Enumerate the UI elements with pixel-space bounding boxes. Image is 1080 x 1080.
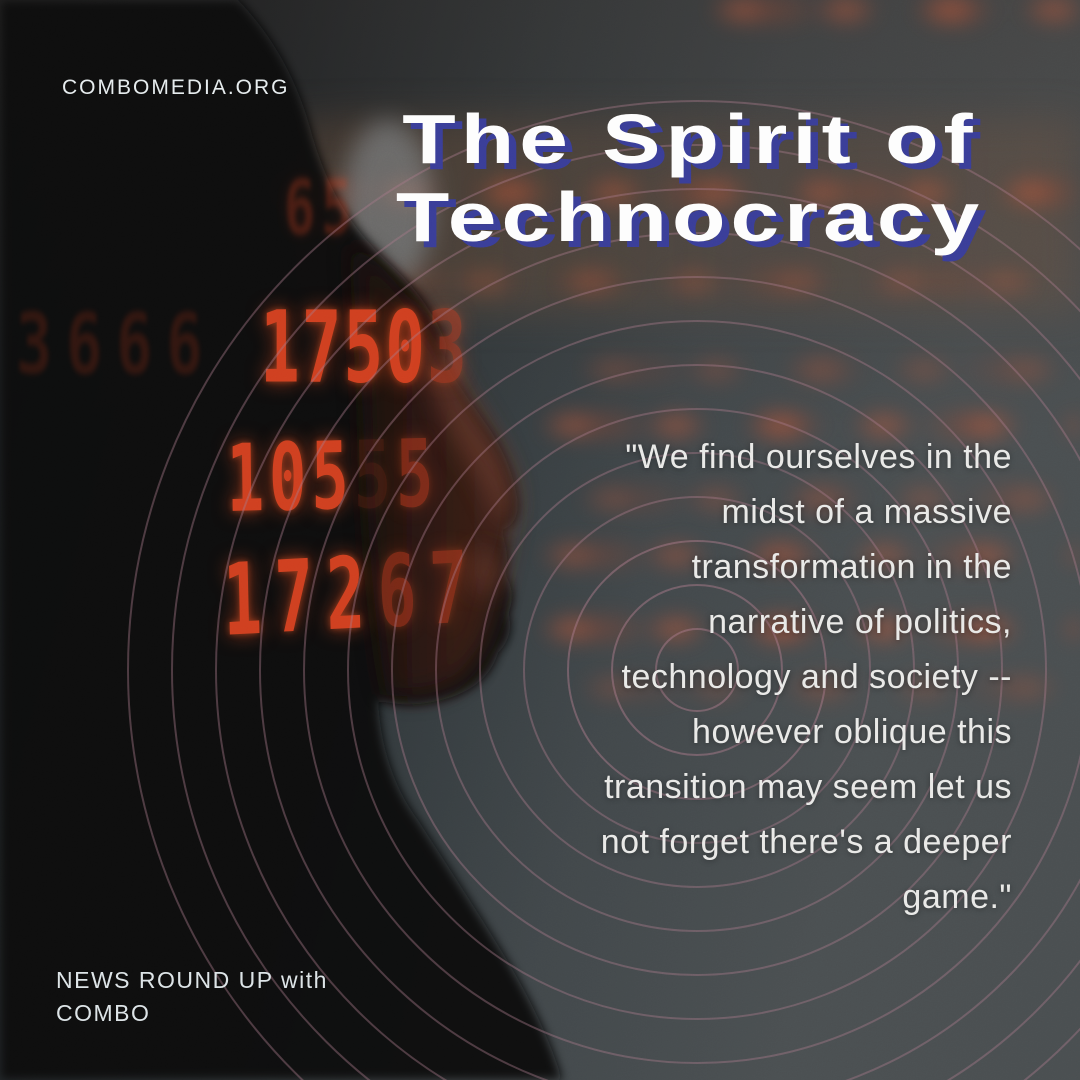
- title-line2: Technocracy: [395, 178, 985, 256]
- footer-with: with: [281, 967, 328, 993]
- brand-url: COMBOMEDIA.ORG: [62, 76, 290, 99]
- quote-line: "We find ourselves in the: [625, 438, 1012, 476]
- quote-line: technology and society --: [621, 658, 1012, 696]
- quote-line: transition may seem let us: [604, 768, 1012, 806]
- quote-line: transformation in the: [691, 548, 1012, 586]
- footer-host-name: COMBO: [56, 1000, 151, 1026]
- quote-line: game.": [902, 878, 1012, 916]
- quote-line: however oblique this: [692, 713, 1012, 751]
- footer-line1: NEWS ROUND UP with: [56, 964, 328, 997]
- title-line1: The Spirit of: [402, 100, 978, 178]
- footer-credit: NEWS ROUND UP with COMBO: [56, 964, 328, 1030]
- quote-line: not forget there's a deeper: [600, 823, 1012, 861]
- quote-line: narrative of politics,: [708, 603, 1012, 641]
- quote-text: "We find ourselves in the midst of a mas…: [472, 430, 1012, 925]
- quote-line: midst of a massive: [721, 493, 1012, 531]
- page-title: The Spirit of Technocracy: [240, 100, 1080, 256]
- footer-show-name: NEWS ROUND UP: [56, 967, 274, 993]
